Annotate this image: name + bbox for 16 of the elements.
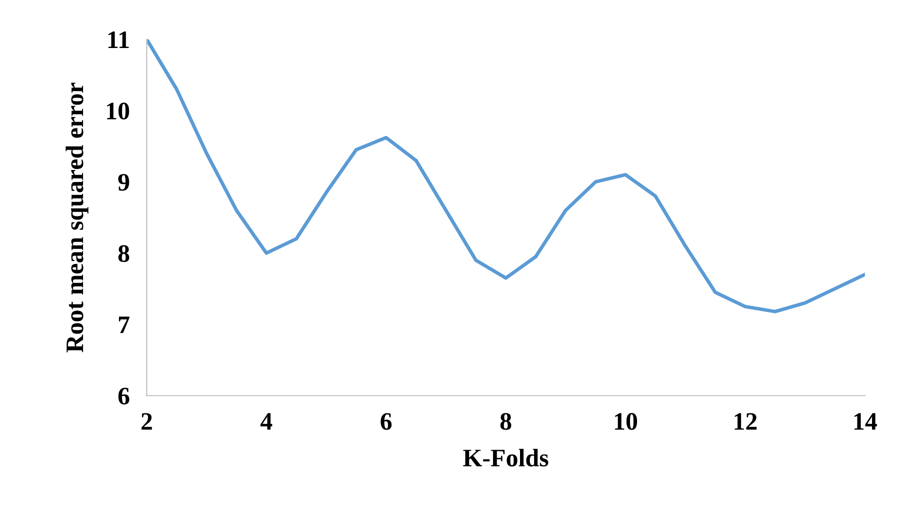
x-tick-label: 4 (260, 413, 272, 430)
y-axis-title: Root mean squared error (66, 82, 88, 352)
y-tick-label: 6 (118, 388, 130, 405)
line-series (146, 39, 865, 314)
y-tick-label: 7 (118, 316, 130, 334)
x-axis-title: K-Folds (463, 448, 548, 466)
x-tick-label: 8 (500, 413, 512, 430)
x-tick-label: 14 (854, 413, 877, 430)
x-tick-label: 10 (615, 413, 638, 430)
y-tick-label: 9 (118, 174, 130, 191)
y-tick-label: 11 (108, 31, 129, 48)
y-tick-label: 10 (107, 102, 130, 120)
x-tick-label: 2 (142, 413, 152, 430)
y-tick-label: 8 (118, 245, 130, 262)
x-tick-label: 6 (380, 413, 392, 430)
x-tick-label: 12 (734, 413, 757, 430)
